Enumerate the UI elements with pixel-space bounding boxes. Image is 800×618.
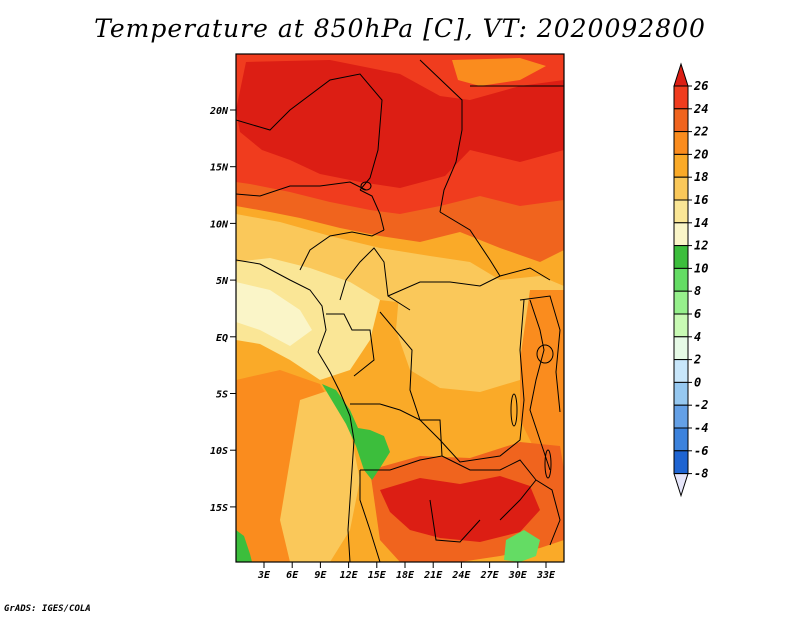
lon-tick-label: 27E bbox=[480, 570, 500, 581]
lon-tick-label: 21E bbox=[423, 570, 443, 581]
lake-tanganyika bbox=[510, 393, 518, 427]
border-mozambique bbox=[499, 479, 561, 546]
colorbar-box bbox=[673, 404, 689, 429]
colorbar-box bbox=[673, 131, 689, 155]
lon-tick-label: 3E bbox=[257, 570, 271, 581]
region-southern-hottest bbox=[380, 476, 540, 542]
colorbar-label: 0 bbox=[694, 375, 701, 389]
lat-tick-label: 20N bbox=[209, 106, 229, 117]
lat-tick-label: 15N bbox=[210, 163, 229, 174]
border-sudan bbox=[439, 211, 551, 281]
colorbar-box bbox=[673, 290, 689, 315]
lat-tick-label: 10N bbox=[210, 219, 229, 230]
colorbar-box bbox=[673, 176, 689, 201]
colorbar-bottom-arrow bbox=[673, 473, 689, 498]
colorbar-label: 16 bbox=[694, 193, 708, 207]
border-libya-egypt bbox=[419, 59, 463, 213]
colorbar-box bbox=[673, 359, 689, 383]
colorbar-box bbox=[673, 108, 689, 133]
lat-tick-label: EQ bbox=[216, 333, 228, 344]
colorbar-label: -4 bbox=[694, 421, 708, 435]
lat-tick-label: 15S bbox=[210, 503, 228, 514]
border-zambia bbox=[441, 455, 537, 481]
colorbar-label: 6 bbox=[694, 307, 701, 321]
colorbar-label: 22 bbox=[693, 125, 708, 139]
colorbar-box bbox=[673, 153, 689, 178]
colorbar-label: -2 bbox=[694, 398, 708, 412]
lon-tick-label: 24E bbox=[451, 570, 471, 581]
colorbar-box bbox=[673, 450, 689, 475]
colorbar-label: 14 bbox=[694, 216, 708, 230]
region-northeast-hot bbox=[452, 58, 546, 86]
colorbar-box bbox=[673, 85, 689, 110]
lat-tick-label: 10S bbox=[210, 446, 228, 457]
region-gulf-pale bbox=[236, 282, 312, 346]
border-chad-niger bbox=[359, 189, 385, 231]
colorbar-box bbox=[673, 199, 689, 224]
colorbar-label: 20 bbox=[693, 147, 708, 161]
lon-tick-label: 12E bbox=[340, 570, 359, 581]
border-gabon-congo bbox=[326, 313, 375, 377]
border-westafrica bbox=[236, 181, 367, 197]
border-sahara-north bbox=[236, 73, 383, 191]
border-eastern-edge bbox=[519, 295, 561, 413]
map-frame bbox=[235, 53, 565, 563]
border-drc bbox=[379, 299, 525, 463]
colorbar-label: 24 bbox=[693, 102, 708, 116]
lat-tick-label: 5S bbox=[216, 390, 228, 401]
grads-credit: GrADS: IGES/COLA bbox=[4, 604, 91, 614]
region-guinea-coolest bbox=[236, 258, 380, 380]
region-congo bbox=[396, 282, 530, 392]
region-east-warm bbox=[520, 290, 564, 470]
region-sw-green bbox=[236, 530, 252, 562]
colorbar-box bbox=[673, 381, 689, 406]
colorbar-label: 10 bbox=[694, 261, 708, 275]
colorbar-label: 2 bbox=[693, 353, 701, 367]
colorbar-label: 26 bbox=[693, 79, 708, 93]
colorbar-label: 8 bbox=[694, 284, 701, 298]
colorbar-label: 18 bbox=[694, 170, 708, 184]
country-borders bbox=[236, 59, 564, 562]
colorbar-box bbox=[673, 222, 689, 247]
lake-chad bbox=[360, 181, 372, 191]
lon-tick-label: 33E bbox=[536, 570, 556, 581]
colorbar-label: 12 bbox=[694, 239, 708, 253]
lon-tick-label: 6E bbox=[286, 570, 299, 581]
lon-tick-label: 30E bbox=[508, 570, 528, 581]
coastline-west bbox=[236, 259, 355, 562]
latitude-axis: 20N 15N 10N 5N EQ 5S 10S 15S bbox=[209, 106, 236, 514]
region-angola-coast bbox=[280, 390, 360, 562]
lon-tick-label: 18E bbox=[396, 570, 415, 581]
region-se-green bbox=[504, 530, 540, 562]
colorbar-top-arrow bbox=[673, 62, 689, 87]
colorbar-box bbox=[673, 245, 689, 269]
temperature-field bbox=[236, 54, 564, 562]
border-angola bbox=[350, 403, 443, 471]
colorbar-label: 4 bbox=[694, 330, 701, 344]
colorbar-box bbox=[673, 267, 689, 292]
border-botswana bbox=[429, 499, 481, 543]
colorbar-box bbox=[673, 313, 689, 338]
region-angola-green bbox=[322, 384, 390, 480]
colorbar-label: -8 bbox=[694, 467, 708, 481]
chart-title: Temperature at 850hPa [C], VT: 202009280… bbox=[94, 14, 706, 43]
colorbar-box bbox=[673, 427, 689, 452]
lon-tick-label: 15E bbox=[368, 570, 387, 581]
border-namibia bbox=[359, 470, 381, 562]
border-nigeria bbox=[299, 229, 385, 271]
region-sahara-hottest bbox=[236, 60, 564, 188]
border-car bbox=[387, 275, 501, 297]
border-east-lakes bbox=[529, 299, 551, 471]
lake-victoria bbox=[536, 344, 554, 364]
lake-malawi bbox=[544, 449, 552, 479]
longitude-axis: 3E 6E 9E 12E 15E 18E 21E 24E 27E 30E 33E bbox=[257, 562, 556, 581]
colorbar-label: -6 bbox=[694, 444, 708, 458]
colorbar-box bbox=[673, 336, 689, 361]
lat-tick-label: 5N bbox=[216, 276, 229, 287]
lon-tick-label: 9E bbox=[314, 570, 327, 581]
